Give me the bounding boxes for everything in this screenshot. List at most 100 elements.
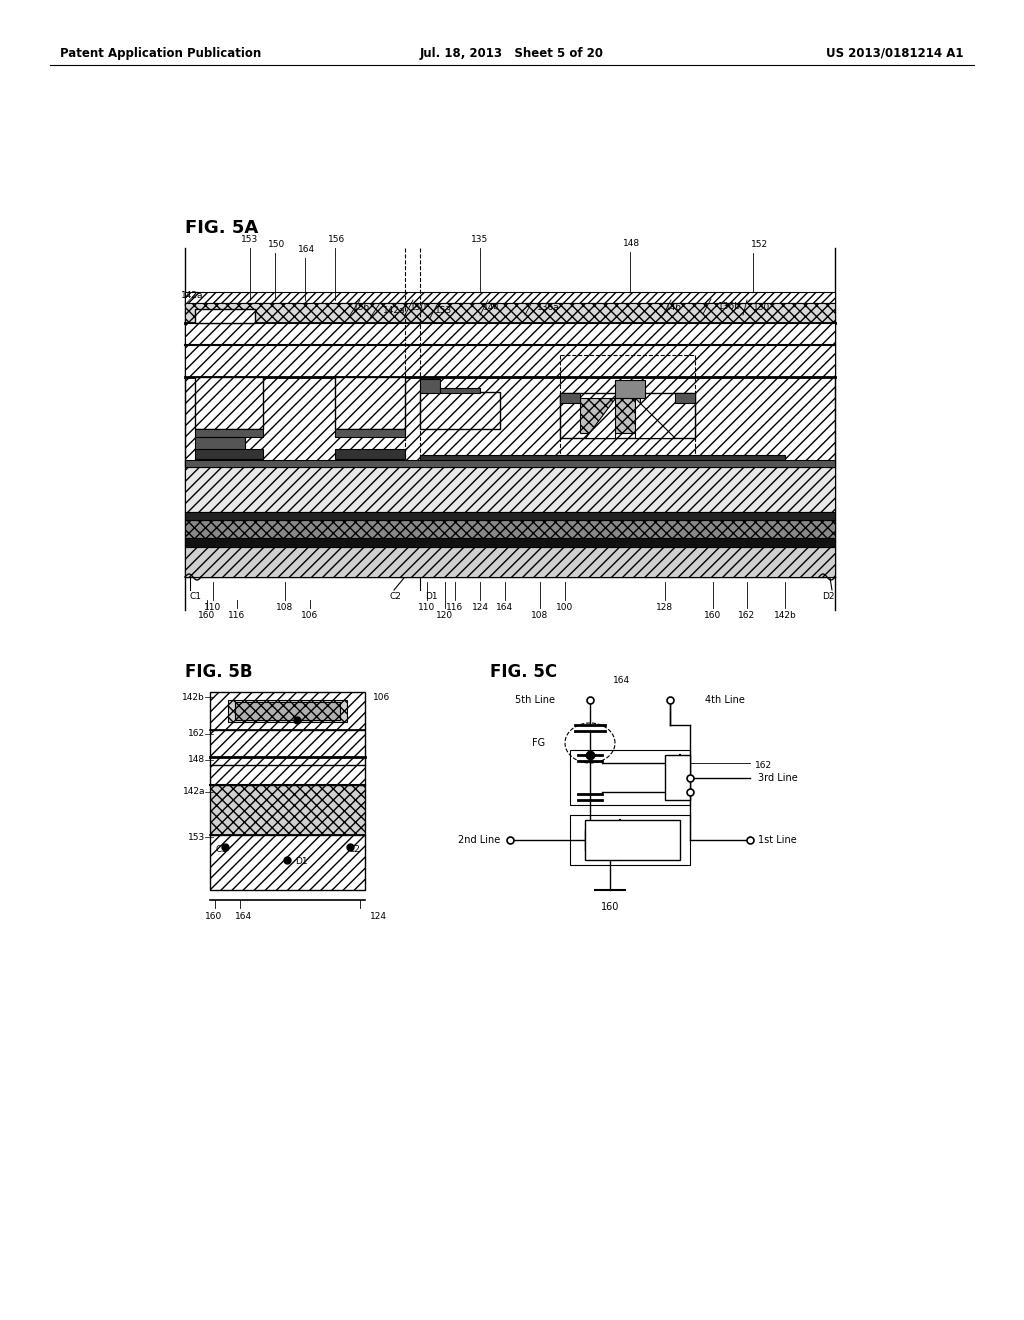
Text: 153: 153	[435, 306, 453, 315]
Text: 144: 144	[483, 304, 500, 312]
Text: 2nd Line: 2nd Line	[458, 836, 500, 845]
Text: OS: OS	[673, 774, 687, 783]
Bar	[210, 730, 365, 785]
Bar	[234, 702, 340, 719]
Bar	[195, 449, 263, 459]
Bar	[560, 393, 695, 438]
Text: 160: 160	[199, 611, 216, 620]
Text: 160: 160	[601, 902, 620, 912]
Bar	[185, 459, 835, 467]
Bar	[420, 455, 785, 465]
Bar	[570, 814, 690, 865]
Text: D2: D2	[822, 591, 835, 601]
Text: 142a: 142a	[383, 306, 406, 315]
Bar	[570, 750, 690, 805]
Text: 108: 108	[276, 603, 294, 612]
Bar	[335, 378, 406, 429]
Bar	[195, 378, 263, 429]
Text: 160: 160	[205, 912, 222, 921]
Text: Patent Application Publication: Patent Application Publication	[60, 46, 261, 59]
Text: 142b: 142b	[182, 693, 205, 701]
Polygon shape	[585, 399, 615, 438]
Bar	[185, 467, 835, 512]
Text: 160: 160	[705, 611, 722, 620]
Text: 156: 156	[329, 235, 346, 244]
Bar	[210, 692, 365, 730]
Bar	[210, 836, 365, 890]
Text: 162: 162	[738, 611, 756, 620]
Bar	[420, 392, 500, 429]
Text: D1: D1	[295, 858, 307, 866]
Bar	[195, 429, 263, 437]
Text: 110: 110	[419, 603, 435, 612]
Text: 4th Line: 4th Line	[705, 696, 744, 705]
Bar	[665, 755, 690, 800]
Text: 162: 162	[755, 760, 772, 770]
Text: C1: C1	[190, 591, 202, 601]
Bar	[675, 393, 695, 403]
Text: 164: 164	[298, 246, 315, 253]
Bar	[580, 399, 640, 433]
Text: FIG. 5C: FIG. 5C	[490, 663, 557, 681]
Bar	[210, 785, 365, 836]
Text: 142a: 142a	[181, 290, 204, 300]
Text: D1: D1	[425, 591, 437, 601]
Text: Jul. 18, 2013   Sheet 5 of 20: Jul. 18, 2013 Sheet 5 of 20	[420, 46, 604, 59]
Text: 150: 150	[268, 240, 286, 249]
Text: 108: 108	[531, 611, 549, 620]
Bar	[585, 820, 680, 861]
Bar	[335, 429, 406, 437]
Text: 136a: 136a	[537, 304, 560, 312]
Text: 120: 120	[436, 611, 454, 620]
Polygon shape	[635, 399, 675, 438]
Bar	[185, 292, 835, 304]
Text: D2: D2	[305, 714, 317, 722]
Text: 3rd Line: 3rd Line	[758, 774, 798, 783]
Text: 106: 106	[373, 693, 390, 701]
Text: 1st Line: 1st Line	[758, 836, 797, 845]
Text: 130: 130	[753, 304, 770, 312]
Text: C2: C2	[348, 846, 360, 854]
Text: 164: 164	[497, 603, 514, 612]
Text: 152: 152	[752, 240, 769, 249]
Text: FG: FG	[531, 738, 545, 748]
Text: 100: 100	[556, 603, 573, 612]
Bar	[185, 323, 835, 345]
Text: 153: 153	[187, 833, 205, 842]
Bar	[185, 345, 835, 378]
Text: 116: 116	[228, 611, 246, 620]
Text: 110: 110	[205, 603, 221, 612]
Bar	[615, 380, 645, 399]
Text: 146: 146	[665, 304, 682, 312]
Text: 148: 148	[624, 239, 641, 248]
Bar	[195, 309, 255, 323]
Bar	[185, 520, 835, 539]
Text: 150: 150	[410, 304, 427, 312]
Bar	[185, 304, 835, 323]
Text: FIG. 5A: FIG. 5A	[185, 219, 258, 238]
Bar	[335, 449, 406, 459]
Bar	[228, 700, 347, 722]
Bar	[560, 393, 580, 403]
Text: 142a: 142a	[182, 788, 205, 796]
Bar	[185, 546, 835, 577]
Text: 164: 164	[234, 912, 252, 921]
Text: 153: 153	[242, 235, 259, 244]
Text: 124: 124	[370, 912, 387, 921]
Text: US 2013/0181214 A1: US 2013/0181214 A1	[826, 46, 964, 59]
Text: 142b: 142b	[773, 611, 797, 620]
Text: 128: 128	[656, 603, 674, 612]
Text: 162: 162	[187, 730, 205, 738]
Text: 136b: 136b	[718, 302, 741, 312]
Text: 124: 124	[471, 603, 488, 612]
Text: C1: C1	[215, 846, 227, 854]
Text: 106: 106	[301, 611, 318, 620]
Bar	[195, 437, 245, 451]
Text: 5th Line: 5th Line	[515, 696, 555, 705]
Text: 135: 135	[471, 235, 488, 244]
Bar	[185, 539, 835, 546]
Text: 164: 164	[613, 676, 631, 685]
Bar	[440, 388, 480, 393]
Bar	[185, 512, 835, 520]
Text: FIG. 5B: FIG. 5B	[185, 663, 253, 681]
